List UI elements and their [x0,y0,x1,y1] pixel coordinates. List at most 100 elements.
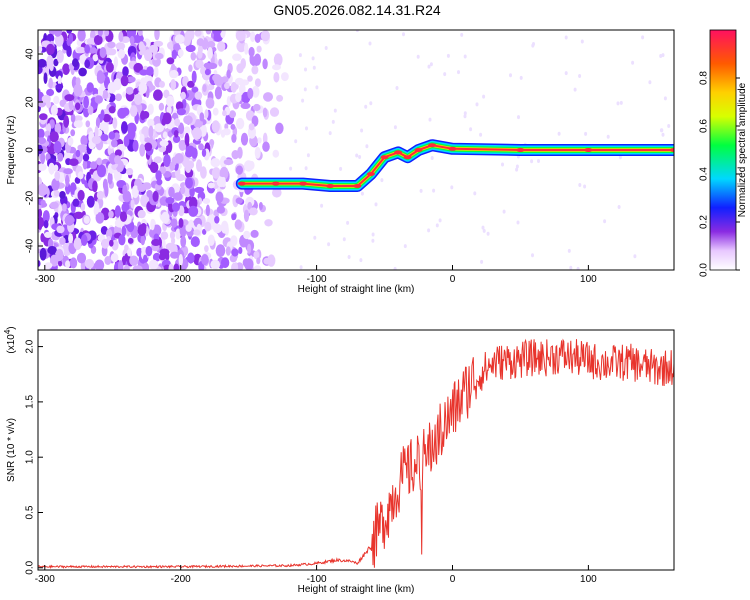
heatmap-noise-cell [68,158,79,166]
heatmap-noise-cell [83,215,90,224]
heatmap-noise-cell [231,150,240,160]
heatmap-noise-cell [331,119,335,124]
heatmap-noise-cell [144,142,153,152]
heatmap-noise-cell [94,125,99,139]
heatmap-noise-cell [188,64,193,72]
snr-y-axis-label: SNR (10 * v/v) [6,418,17,482]
snr-y-ticks: 0.0 0.5 1.0 1.5 2.0 [25,339,43,575]
heatmap-noise-cell [152,252,161,262]
heatmap-noise-cell [172,192,183,201]
heatmap-noise-cell [38,260,41,267]
heatmap-noise-cell [47,246,57,255]
heatmap-noise-cell [202,84,207,93]
heatmap-noise-cell [120,75,129,87]
heatmap-noise-cell [80,202,86,212]
heatmap-noise-cell [77,189,85,201]
heatmap-noise-cell [231,262,238,270]
heatmap-noise-cell [80,135,88,146]
heatmap-noise-cell [73,211,84,219]
heatmap-noise-cell [82,153,90,162]
heatmap-noise-cell [235,197,243,204]
heatmap-noise-cell [125,86,134,95]
heatmap-noise-cell [248,123,255,131]
heatmap-noise-cell [108,131,116,140]
heatmap-noise-cell [299,265,303,270]
heatmap-noise-cell [342,237,346,242]
heatmap-noise-cell [224,123,229,130]
heatmap-noise-cell [200,166,207,179]
heatmap-noise-cell [603,219,607,224]
heatmap-noise-cell [333,108,337,113]
heatmap-noise-cell [191,86,199,93]
heatmap-noise-cell [93,34,103,46]
heatmap-noise-cell [196,38,205,47]
heatmap-noise-cell [254,78,261,87]
heatmap-noise-cell [584,131,588,136]
heatmap-noise-cell [53,190,60,197]
heatmap-noise-cell [107,41,116,49]
heatmap-noise-cell [61,203,67,212]
heatmap-noise-cell [83,95,89,109]
heatmap-noise-cell [180,91,186,100]
heatmap-noise-cell [220,220,229,234]
heatmap-noise-cell [212,107,219,116]
heatmap-noise-cell [234,219,242,230]
heatmap-noise-cell [564,71,568,76]
heatmap-noise-cell [230,235,238,247]
heatmap-noise-cell [169,161,176,171]
heatmap-noise-cell [190,52,197,61]
heatmap-noise-cell [54,171,60,181]
heatmap-noise-cell [239,44,245,51]
heatmap-noise-cell [139,143,146,157]
heatmap-noise-cell [243,160,254,172]
heatmap-noise-cell [86,82,94,93]
heatmap-ridge [235,139,674,192]
heatmap-noise-cell [87,47,98,54]
heatmap-noise-cell [203,62,211,69]
heatmap-noise-cell [115,93,122,102]
heatmap-noise-cell [55,248,64,262]
heatmap-noise-cell [138,41,145,52]
heatmap-noise-cell [200,66,207,76]
heatmap-noise-cell [222,128,231,136]
heatmap-noise-cell [231,248,239,257]
heatmap-noise-cell [360,191,364,196]
heatmap-noise-cell [107,171,113,185]
heatmap-noise-cell [115,42,126,50]
heatmap-noise-cell [212,30,222,36]
heatmap-noise-cell [214,216,220,224]
heatmap-noise-cell [254,146,261,159]
heatmap-noise-cell [239,83,246,96]
heatmap-noise-cell [46,55,54,68]
heatmap-noise-cell [129,255,139,266]
heatmap-noise-cell [39,113,48,121]
heatmap-noise-cell [395,86,399,90]
heatmap-noise-cell [537,159,540,163]
heatmap-noise-cell [84,59,91,69]
heatmap-noise-cell [175,228,181,240]
heatmap-noise-cell [481,225,485,230]
heatmap-noise-cell [154,52,164,60]
heatmap-noise-cell [450,185,454,190]
heatmap-noise-cell [158,254,166,261]
heatmap-noise-cell [207,182,215,189]
x-tick-label: 100 [580,274,597,285]
heatmap-noise-cell [214,86,222,100]
heatmap-noise-cell [355,30,359,33]
heatmap-noise-cell [204,245,209,253]
heatmap-noise-cell [64,94,75,102]
heatmap-noise-cell [371,238,375,243]
heatmap-noise-cell [446,53,450,58]
heatmap-noise-cell [163,89,170,99]
heatmap-noise-cell [173,130,179,138]
heatmap-noise-cell [304,67,307,72]
heatmap-noise-cell [166,95,175,107]
snr-x-ticks: -300 -200 -100 0 100 [35,565,597,585]
heatmap-noise-cell [519,75,523,80]
heatmap-noise-cell [48,77,53,89]
heatmap-noise-cell [463,111,467,116]
heatmap-noise-cell [42,210,50,223]
heatmap-noise-cell [148,125,154,139]
heatmap-noise-cell [303,87,307,92]
heatmap-noise-cell [616,101,620,106]
